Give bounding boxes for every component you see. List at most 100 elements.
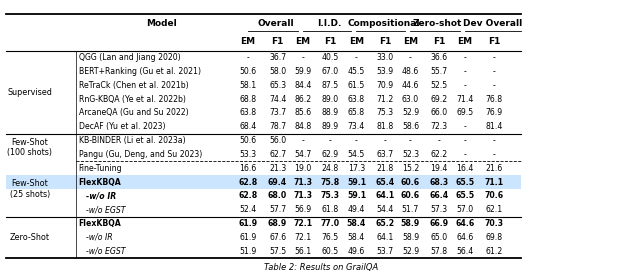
Text: F1: F1 (324, 37, 337, 46)
Text: 21.6: 21.6 (486, 164, 503, 173)
Text: 65.8: 65.8 (348, 108, 365, 117)
Text: 73.4: 73.4 (348, 122, 365, 131)
Text: -: - (493, 136, 496, 145)
Text: 78.7: 78.7 (269, 122, 286, 131)
Text: 61.9: 61.9 (239, 233, 257, 242)
Text: 33.0: 33.0 (376, 53, 394, 62)
Text: Overall: Overall (257, 19, 294, 28)
Text: 36.7: 36.7 (269, 53, 286, 62)
Text: 53.7: 53.7 (376, 247, 394, 256)
Text: -w/o IR: -w/o IR (86, 192, 116, 200)
Text: -: - (355, 53, 358, 62)
Text: 63.8: 63.8 (239, 108, 256, 117)
Text: 63.0: 63.0 (402, 94, 419, 104)
Text: 66.4: 66.4 (429, 192, 449, 200)
Text: F1: F1 (488, 37, 500, 46)
Text: -w/o EGST: -w/o EGST (86, 247, 125, 256)
Text: Few-Shot
(100 shots): Few-Shot (100 shots) (7, 138, 52, 157)
Text: 58.9: 58.9 (402, 233, 419, 242)
Text: Few-Shot
(25 shots): Few-Shot (25 shots) (10, 179, 50, 199)
Text: 65.0: 65.0 (431, 233, 447, 242)
Text: 70.3: 70.3 (485, 219, 504, 228)
Text: 87.5: 87.5 (322, 81, 339, 90)
Text: 17.3: 17.3 (348, 164, 365, 173)
Text: 56.9: 56.9 (294, 205, 312, 214)
Text: -: - (409, 136, 412, 145)
Text: 75.3: 75.3 (321, 192, 340, 200)
Text: 56.0: 56.0 (269, 136, 286, 145)
Text: 49.4: 49.4 (348, 205, 365, 214)
Text: 65.2: 65.2 (376, 219, 395, 228)
Text: 52.9: 52.9 (402, 108, 419, 117)
Text: 62.7: 62.7 (269, 150, 286, 159)
Text: 53.3: 53.3 (239, 150, 256, 159)
Text: 52.9: 52.9 (402, 247, 419, 256)
Text: 71.2: 71.2 (376, 94, 394, 104)
Text: -: - (246, 53, 249, 62)
Text: 58.6: 58.6 (402, 122, 419, 131)
Text: 51.9: 51.9 (239, 247, 257, 256)
Text: Compositional: Compositional (347, 19, 420, 28)
Text: -: - (493, 81, 496, 90)
Text: -: - (493, 67, 496, 76)
Text: 71.4: 71.4 (456, 94, 474, 104)
Text: QGG (Lan and Jiang 2020): QGG (Lan and Jiang 2020) (79, 53, 180, 62)
Text: 72.1: 72.1 (294, 219, 312, 228)
Text: 57.7: 57.7 (269, 205, 286, 214)
Text: 45.5: 45.5 (348, 67, 365, 76)
Text: EM: EM (403, 37, 418, 46)
Text: Zero-Shot: Zero-Shot (10, 233, 50, 242)
Text: 69.4: 69.4 (268, 177, 287, 187)
Text: -: - (329, 136, 332, 145)
Text: 61.9: 61.9 (238, 219, 257, 228)
Text: -: - (438, 136, 440, 145)
Text: 56.4: 56.4 (456, 247, 474, 256)
Text: 54.4: 54.4 (376, 205, 394, 214)
Text: 15.2: 15.2 (402, 164, 419, 173)
Text: -: - (493, 150, 496, 159)
Text: EM: EM (458, 37, 473, 46)
Text: 81.4: 81.4 (486, 122, 503, 131)
Text: 44.6: 44.6 (402, 81, 419, 90)
Text: 62.8: 62.8 (238, 177, 257, 187)
Text: BERT+Ranking (Gu et al. 2021): BERT+Ranking (Gu et al. 2021) (79, 67, 201, 76)
Text: 84.4: 84.4 (294, 81, 312, 90)
Text: 16.6: 16.6 (239, 164, 257, 173)
Text: 68.8: 68.8 (239, 94, 256, 104)
Text: 64.6: 64.6 (456, 233, 474, 242)
Text: 84.8: 84.8 (294, 122, 312, 131)
Text: Fine-Tuning: Fine-Tuning (79, 164, 122, 173)
Text: -: - (301, 53, 305, 62)
Text: 36.6: 36.6 (431, 53, 447, 62)
Text: F1: F1 (379, 37, 391, 46)
Text: 88.9: 88.9 (322, 108, 339, 117)
Text: 50.6: 50.6 (239, 67, 256, 76)
Text: F1: F1 (271, 37, 284, 46)
Text: 71.3: 71.3 (294, 177, 312, 187)
Text: -: - (409, 53, 412, 62)
Text: 70.9: 70.9 (376, 81, 394, 90)
Text: 64.1: 64.1 (376, 233, 394, 242)
Text: 52.5: 52.5 (431, 81, 447, 90)
Bar (6, 175, 521, 189)
Text: 55.7: 55.7 (431, 67, 447, 76)
Text: 19.0: 19.0 (294, 164, 312, 173)
Text: 67.0: 67.0 (322, 67, 339, 76)
Text: 65.5: 65.5 (456, 177, 475, 187)
Text: 48.6: 48.6 (402, 67, 419, 76)
Text: 59.9: 59.9 (294, 67, 312, 76)
Text: 49.6: 49.6 (348, 247, 365, 256)
Text: Model: Model (147, 19, 177, 28)
Text: 57.3: 57.3 (431, 205, 447, 214)
Text: 72.1: 72.1 (294, 233, 312, 242)
Text: 68.3: 68.3 (429, 177, 449, 187)
Text: 62.2: 62.2 (431, 150, 447, 159)
Text: 67.6: 67.6 (269, 233, 286, 242)
Text: 65.3: 65.3 (269, 81, 286, 90)
Text: 71.1: 71.1 (484, 177, 504, 187)
Text: -: - (355, 136, 358, 145)
Text: -: - (301, 136, 305, 145)
Text: 64.6: 64.6 (456, 219, 475, 228)
Text: 57.0: 57.0 (456, 205, 474, 214)
Text: 64.1: 64.1 (376, 192, 395, 200)
